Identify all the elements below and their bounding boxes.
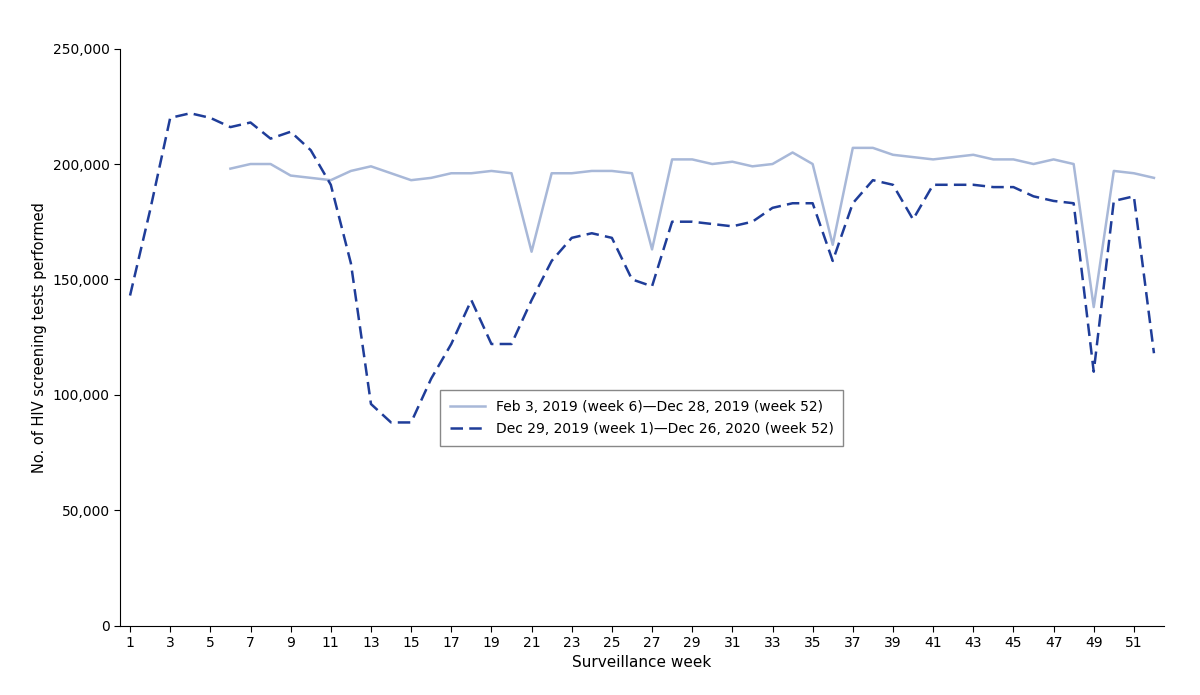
Feb 3, 2019 (week 6)—Dec 28, 2019 (week 52) [545,169,559,177]
Feb 3, 2019 (week 6)—Dec 28, 2019 (week 52) [244,160,258,168]
Feb 3, 2019 (week 6)—Dec 28, 2019 (week 52) [906,153,920,161]
Feb 3, 2019 (week 6)—Dec 28, 2019 (week 52) [745,162,760,170]
Dec 29, 2019 (week 1)—Dec 26, 2020 (week 52) [184,109,198,117]
Feb 3, 2019 (week 6)—Dec 28, 2019 (week 52) [444,169,458,177]
Dec 29, 2019 (week 1)—Dec 26, 2020 (week 52) [826,256,840,265]
Dec 29, 2019 (week 1)—Dec 26, 2020 (week 52) [122,291,137,300]
Feb 3, 2019 (week 6)—Dec 28, 2019 (week 52) [404,176,419,184]
Feb 3, 2019 (week 6)—Dec 28, 2019 (week 52) [685,155,700,163]
Feb 3, 2019 (week 6)—Dec 28, 2019 (week 52) [625,169,640,177]
Feb 3, 2019 (week 6)—Dec 28, 2019 (week 52) [364,162,378,170]
Feb 3, 2019 (week 6)—Dec 28, 2019 (week 52) [564,169,578,177]
Feb 3, 2019 (week 6)—Dec 28, 2019 (week 52) [1046,155,1061,163]
Feb 3, 2019 (week 6)—Dec 28, 2019 (week 52) [343,167,358,175]
Feb 3, 2019 (week 6)—Dec 28, 2019 (week 52) [504,169,518,177]
Feb 3, 2019 (week 6)—Dec 28, 2019 (week 52) [846,144,860,152]
Dec 29, 2019 (week 1)—Dec 26, 2020 (week 52) [1147,349,1162,357]
Dec 29, 2019 (week 1)—Dec 26, 2020 (week 52) [223,123,238,131]
Dec 29, 2019 (week 1)—Dec 26, 2020 (week 52) [706,220,720,228]
Feb 3, 2019 (week 6)—Dec 28, 2019 (week 52) [584,167,599,175]
Y-axis label: No. of HIV screening tests performed: No. of HIV screening tests performed [32,202,47,473]
Feb 3, 2019 (week 6)—Dec 28, 2019 (week 52) [1147,174,1162,182]
Feb 3, 2019 (week 6)—Dec 28, 2019 (week 52) [644,245,659,254]
Line: Dec 29, 2019 (week 1)—Dec 26, 2020 (week 52): Dec 29, 2019 (week 1)—Dec 26, 2020 (week… [130,113,1154,423]
Feb 3, 2019 (week 6)—Dec 28, 2019 (week 52) [926,155,941,163]
Feb 3, 2019 (week 6)—Dec 28, 2019 (week 52) [424,174,438,182]
Legend: Feb 3, 2019 (week 6)—Dec 28, 2019 (week 52), Dec 29, 2019 (week 1)—Dec 26, 2020 : Feb 3, 2019 (week 6)—Dec 28, 2019 (week … [440,390,844,446]
Feb 3, 2019 (week 6)—Dec 28, 2019 (week 52) [826,240,840,249]
Feb 3, 2019 (week 6)—Dec 28, 2019 (week 52) [706,160,720,168]
Feb 3, 2019 (week 6)—Dec 28, 2019 (week 52) [886,151,900,159]
Feb 3, 2019 (week 6)—Dec 28, 2019 (week 52) [324,176,338,184]
Feb 3, 2019 (week 6)—Dec 28, 2019 (week 52) [384,169,398,177]
Feb 3, 2019 (week 6)—Dec 28, 2019 (week 52) [605,167,619,175]
Feb 3, 2019 (week 6)—Dec 28, 2019 (week 52) [304,174,318,182]
Feb 3, 2019 (week 6)—Dec 28, 2019 (week 52) [524,247,539,256]
Feb 3, 2019 (week 6)—Dec 28, 2019 (week 52) [785,148,799,156]
Feb 3, 2019 (week 6)—Dec 28, 2019 (week 52) [665,155,679,163]
Feb 3, 2019 (week 6)—Dec 28, 2019 (week 52) [223,165,238,173]
Line: Feb 3, 2019 (week 6)—Dec 28, 2019 (week 52): Feb 3, 2019 (week 6)—Dec 28, 2019 (week … [230,148,1154,307]
Feb 3, 2019 (week 6)—Dec 28, 2019 (week 52) [1067,160,1081,168]
Feb 3, 2019 (week 6)—Dec 28, 2019 (week 52) [805,160,820,168]
Feb 3, 2019 (week 6)—Dec 28, 2019 (week 52) [1026,160,1040,168]
Feb 3, 2019 (week 6)—Dec 28, 2019 (week 52) [283,172,298,180]
Feb 3, 2019 (week 6)—Dec 28, 2019 (week 52) [485,167,499,175]
X-axis label: Surveillance week: Surveillance week [572,655,712,671]
Feb 3, 2019 (week 6)—Dec 28, 2019 (week 52) [1127,169,1141,177]
Dec 29, 2019 (week 1)—Dec 26, 2020 (week 52) [524,296,539,304]
Feb 3, 2019 (week 6)—Dec 28, 2019 (week 52) [1106,167,1121,175]
Feb 3, 2019 (week 6)—Dec 28, 2019 (week 52) [946,153,960,161]
Feb 3, 2019 (week 6)—Dec 28, 2019 (week 52) [766,160,780,168]
Feb 3, 2019 (week 6)—Dec 28, 2019 (week 52) [986,155,1001,163]
Feb 3, 2019 (week 6)—Dec 28, 2019 (week 52) [1086,303,1100,311]
Feb 3, 2019 (week 6)—Dec 28, 2019 (week 52) [263,160,277,168]
Dec 29, 2019 (week 1)—Dec 26, 2020 (week 52) [384,418,398,427]
Feb 3, 2019 (week 6)—Dec 28, 2019 (week 52) [725,158,739,166]
Feb 3, 2019 (week 6)—Dec 28, 2019 (week 52) [1007,155,1021,163]
Feb 3, 2019 (week 6)—Dec 28, 2019 (week 52) [464,169,479,177]
Dec 29, 2019 (week 1)—Dec 26, 2020 (week 52) [785,199,799,207]
Feb 3, 2019 (week 6)—Dec 28, 2019 (week 52) [966,151,980,159]
Feb 3, 2019 (week 6)—Dec 28, 2019 (week 52) [865,144,880,152]
Dec 29, 2019 (week 1)—Dec 26, 2020 (week 52) [644,282,659,291]
